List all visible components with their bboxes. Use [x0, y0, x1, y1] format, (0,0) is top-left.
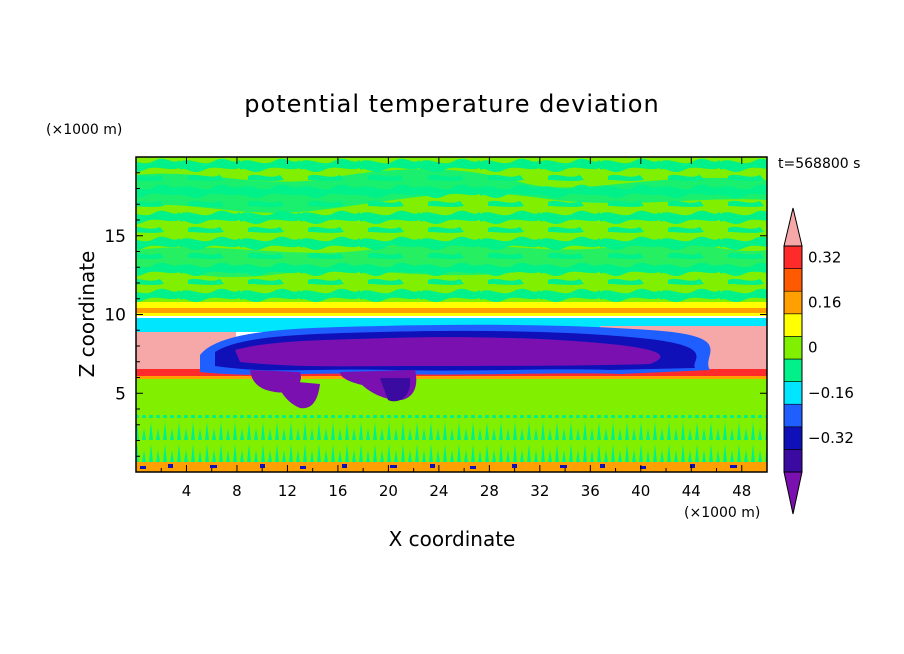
x-tick-label: 16 — [328, 482, 347, 500]
x-tick-label: 8 — [232, 482, 242, 500]
y-tick-label: 10 — [104, 306, 126, 326]
field-surface-row — [136, 462, 767, 472]
colorbar-label: 0 — [808, 339, 818, 357]
field-orange-line — [136, 376, 767, 379]
x-axis: 4 8 12 16 20 24 28 32 36 40 44 48 — [160, 157, 751, 500]
y-axis-title: Z coordinate — [75, 251, 99, 378]
colorbar-bottom-triangle — [783, 471, 803, 515]
x-tick-label: 48 — [732, 482, 751, 500]
field-upper-streaks — [136, 169, 767, 213]
y-axis: 5 10 15 — [104, 172, 767, 457]
x-tick-label: 28 — [480, 482, 499, 500]
y-tick-label: 5 — [115, 384, 126, 404]
colorbar-box — [783, 268, 803, 292]
colorbar-box — [783, 358, 803, 382]
field-cold-deep — [235, 337, 661, 367]
colorbar-box — [783, 336, 803, 360]
x-axis-title: X coordinate — [389, 527, 516, 551]
chart-title: potential temperature deviation — [244, 90, 659, 118]
colorbar-box — [783, 403, 803, 428]
x-tick-label: 36 — [581, 482, 600, 500]
x-tick-label: 32 — [530, 482, 549, 500]
x-tick-label: 40 — [631, 482, 650, 500]
colorbar-box — [783, 313, 803, 337]
field-cold-blob-4 — [380, 378, 411, 402]
time-label: t=568800 s — [778, 156, 860, 172]
colorbar-box — [783, 290, 803, 315]
x-tick-label: 44 — [682, 482, 701, 500]
x-unit-label: (×1000 m) — [684, 505, 760, 521]
colorbar-box — [783, 449, 803, 473]
plot-field — [136, 157, 767, 472]
colorbar-box — [783, 426, 803, 450]
colorbar-box — [783, 245, 803, 269]
colorbar-label: −0.32 — [808, 429, 854, 447]
x-tick-label: 24 — [429, 482, 448, 500]
colorbar-box — [783, 381, 803, 405]
y-unit-label: (×1000 m) — [46, 122, 122, 138]
colorbar: 0.32 0.16 0 −0.16 −0.32 — [783, 207, 854, 515]
colorbar-frame — [783, 245, 803, 473]
field-warm-band-2 — [136, 308, 767, 313]
field-cold-blob-2 — [275, 380, 320, 409]
x-tick-label: 4 — [182, 482, 192, 500]
colorbar-top-triangle — [783, 207, 803, 247]
colorbar-label: 0.32 — [808, 248, 841, 266]
x-tick-label: 20 — [379, 482, 398, 500]
x-tick-label: 12 — [278, 482, 297, 500]
field-upper-streaks-2 — [136, 242, 767, 278]
y-tick-label: 15 — [104, 227, 126, 247]
colorbar-label: 0.16 — [808, 294, 841, 312]
field-mid-band — [136, 378, 767, 415]
colorbar-label: −0.16 — [808, 384, 854, 402]
field-lower-band — [136, 415, 767, 465]
